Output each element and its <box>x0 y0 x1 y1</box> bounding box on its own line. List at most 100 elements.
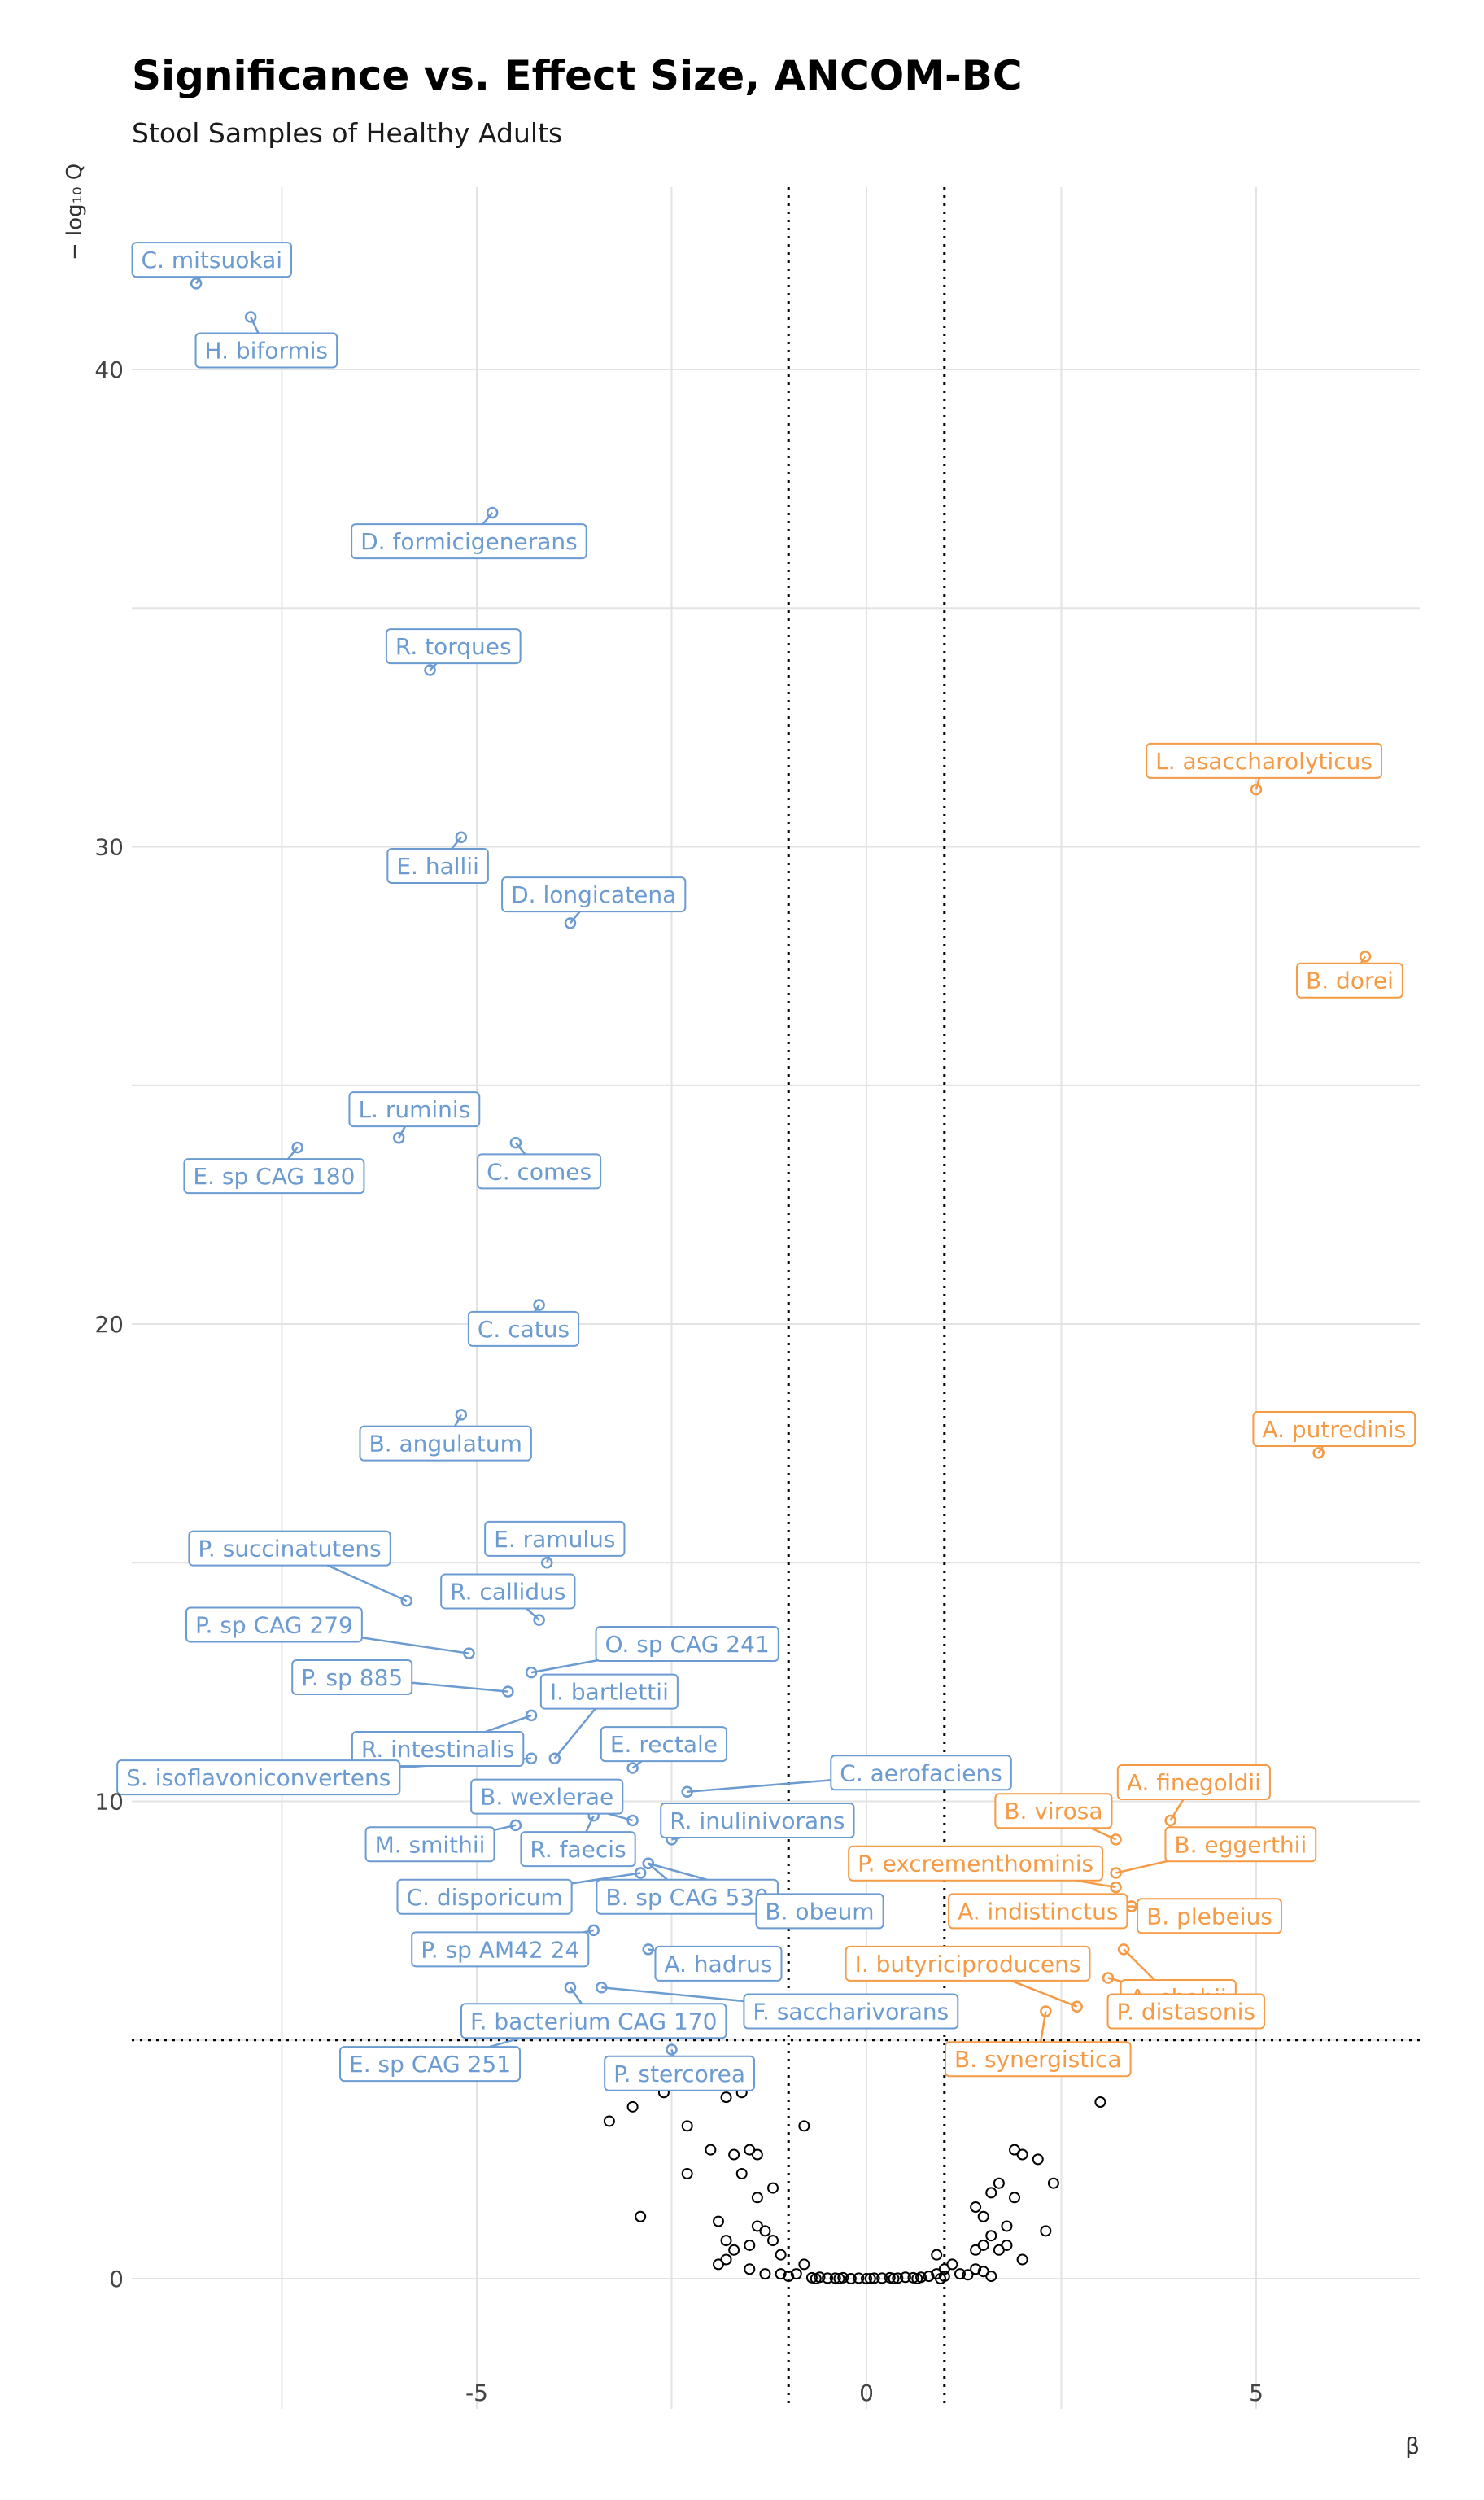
data-point <box>888 2273 900 2284</box>
labeled-point <box>564 917 577 929</box>
data-point <box>822 2272 834 2284</box>
labeled-point <box>540 1557 553 1569</box>
y-tick-label: 30 <box>94 834 124 861</box>
labeled-point <box>392 1132 405 1144</box>
y-tick-label: 40 <box>94 356 124 383</box>
point-label: F. saccharivorans <box>743 1993 959 2030</box>
label-text: M. smithii <box>375 1831 486 1858</box>
data-point <box>751 2220 763 2232</box>
data-point <box>810 2273 822 2284</box>
data-point <box>728 2148 740 2161</box>
label-box <box>484 1520 626 1557</box>
label-box <box>1116 1764 1271 1801</box>
label-text: R. faecis <box>530 1836 626 1863</box>
labeled-point <box>626 1814 639 1827</box>
label-text: H. biformis <box>205 338 329 365</box>
labeled-point <box>626 1762 639 1774</box>
point-label: S. isoflavoniconvertens <box>116 1759 401 1796</box>
label-box <box>595 1625 779 1662</box>
data-point <box>751 2192 763 2204</box>
labeled-point <box>509 1819 522 1832</box>
data-point <box>681 2120 693 2132</box>
label-text: A. indistinctus <box>958 1898 1118 1925</box>
labeled-point <box>533 1299 545 1311</box>
data-point <box>970 2263 982 2275</box>
labeled-point <box>525 1709 538 1722</box>
label-box <box>194 332 338 369</box>
label-text: B. plebeius <box>1146 1903 1272 1930</box>
point-label: B. wexlerae <box>470 1778 624 1815</box>
point-label: P. sp CAG 279 <box>185 1606 363 1643</box>
data-point <box>1040 2225 1052 2237</box>
label-text: E. sp CAG 251 <box>349 2051 511 2078</box>
data-point <box>833 2273 845 2284</box>
data-point <box>751 2148 763 2161</box>
point-label: L. asaccharolyticus <box>1146 742 1383 779</box>
point-label: B. eggerthii <box>1164 1826 1317 1863</box>
label-text: L. asaccharolyticus <box>1155 748 1373 775</box>
data-point <box>1032 2153 1044 2166</box>
point-label: C. comes <box>477 1153 602 1190</box>
data-point <box>899 2271 911 2284</box>
point-label: D. formicigenerans <box>351 523 587 560</box>
label-box <box>948 1893 1128 1930</box>
data-point <box>744 2263 756 2275</box>
data-point <box>985 2230 997 2242</box>
data-point <box>892 2272 904 2284</box>
label-text: P. stercorea <box>613 2061 745 2087</box>
labeled-point <box>1102 1972 1115 1984</box>
label-text: C. comes <box>487 1158 591 1185</box>
point-label: B. dorei <box>1296 962 1403 999</box>
x-tick-label: 5 <box>1249 2380 1264 2406</box>
label-text: E. rectale <box>610 1731 718 1758</box>
data-point <box>946 2258 958 2271</box>
y-tick-label: 20 <box>94 1311 124 1338</box>
label-box <box>467 1310 580 1347</box>
data-point <box>911 2273 923 2284</box>
labeled-point <box>1110 1833 1122 1846</box>
point-label: C. catus <box>467 1310 580 1347</box>
labeled-point <box>400 1594 413 1607</box>
label-text: B. dorei <box>1306 968 1394 994</box>
label-box <box>654 1945 783 1982</box>
axes: β − log₁₀ Q -5 0 5 0 10 20 30 40 <box>63 164 1420 2459</box>
label-text: B. obeum <box>765 1898 874 1925</box>
label-text: L. ruminis <box>358 1096 470 1123</box>
labeled-point <box>291 1141 303 1154</box>
label-text: R. torques <box>395 633 512 660</box>
labeled-point <box>642 1857 655 1869</box>
point-label: B. virosa <box>994 1793 1113 1829</box>
data-point <box>775 2268 787 2280</box>
point-label: R. torques <box>385 628 522 665</box>
data-point <box>735 2167 748 2179</box>
labeled-point <box>190 278 203 290</box>
point-label: A. putredinis <box>1252 1411 1416 1448</box>
label-box <box>1252 1411 1416 1448</box>
data-point <box>931 2249 943 2261</box>
label-text: B. eggerthii <box>1174 1831 1307 1858</box>
label-box <box>501 876 687 913</box>
data-point <box>681 2167 693 2179</box>
label-text: P. succinatutens <box>198 1536 381 1562</box>
data-point <box>744 2239 756 2251</box>
labeled-point <box>533 1614 545 1626</box>
data-point <box>720 2091 732 2104</box>
labeled-point <box>666 2043 678 2056</box>
point-label: P. sp 885 <box>291 1659 413 1696</box>
labeled-point <box>1359 951 1372 963</box>
label-box <box>944 2041 1132 2078</box>
data-point <box>868 2272 880 2284</box>
point-label: B. synergistica <box>944 2041 1132 2078</box>
point-label: E. ramulus <box>484 1520 626 1557</box>
label-text: O. sp CAG 241 <box>605 1631 770 1658</box>
data-point <box>1016 2253 1028 2266</box>
point-label: C. mitsuokai <box>131 242 293 278</box>
data-point <box>1009 2192 1021 2204</box>
data-point <box>1001 2239 1013 2251</box>
labeled-point <box>1312 1447 1325 1459</box>
labeled-point <box>1250 783 1263 796</box>
data-point <box>985 2271 997 2283</box>
label-text: C. aerofaciens <box>840 1759 1002 1786</box>
point-label: B. obeum <box>755 1893 884 1930</box>
label-box <box>291 1659 413 1696</box>
